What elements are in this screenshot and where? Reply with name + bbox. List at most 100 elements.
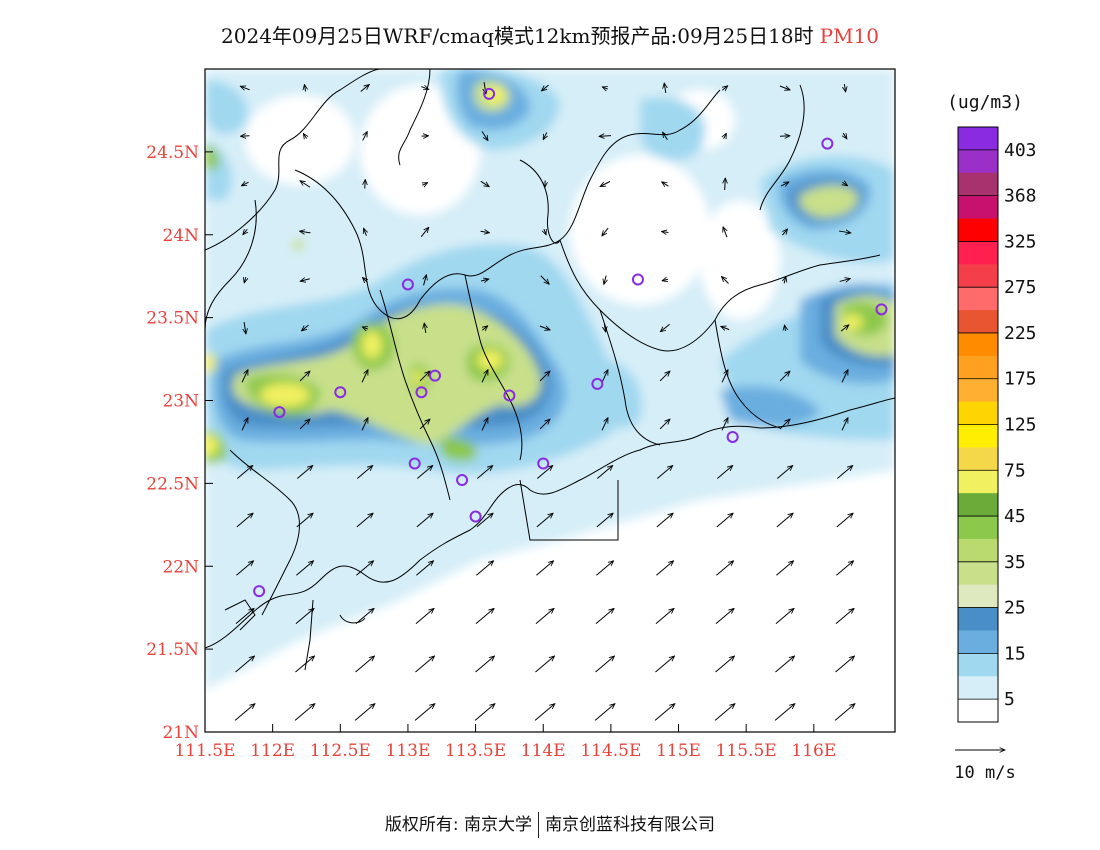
wind-arrow	[840, 325, 849, 332]
wind-arrow	[775, 608, 794, 624]
wind-reference-label: 10 m/s	[954, 763, 1015, 783]
station-marker	[875, 303, 888, 316]
wind-arrow	[836, 466, 852, 479]
wind-arrow	[415, 656, 435, 673]
wind-arrow	[363, 278, 368, 283]
wind-arrow	[844, 83, 845, 92]
wind-arrow	[295, 656, 315, 673]
wind-arrow	[241, 182, 249, 186]
pm10-field	[205, 69, 895, 732]
wind-arrow	[244, 276, 246, 283]
wind-arrow	[776, 466, 792, 479]
wind-arrow	[776, 561, 793, 576]
lon-tick-label: 115.5E	[716, 741, 777, 761]
wind-arrow	[839, 279, 851, 282]
wind-arrow	[474, 704, 495, 721]
wind-arrow	[303, 133, 306, 138]
legend-label: 403	[1004, 140, 1037, 161]
lon-tick-label: 113E	[386, 741, 431, 761]
lon-tick-label: 115E	[656, 741, 701, 761]
wind-arrow	[654, 704, 675, 721]
wind-arrow	[655, 608, 674, 624]
lat-tick-label: 22N	[162, 557, 199, 577]
wind-arrow	[542, 84, 549, 91]
legend-swatch	[958, 538, 998, 563]
wind-arrow	[604, 275, 606, 285]
wind-arrow	[655, 656, 675, 673]
wind-arrow	[421, 87, 428, 90]
lat-tick-label: 21N	[162, 723, 199, 743]
wind-arrow	[481, 418, 489, 431]
wind-arrow	[836, 513, 853, 528]
wind-arrow	[841, 418, 849, 431]
wind-vectors	[234, 81, 855, 721]
wind-arrow	[484, 81, 486, 94]
wind-arrow	[841, 370, 849, 383]
legend-swatch	[958, 378, 998, 403]
lat-tick-label: 24.5N	[146, 143, 199, 163]
wind-arrow	[835, 608, 854, 624]
map-title: 2024年09月25日WRF/cmaq模式12km预报产品:09月25日18时 P…	[0, 20, 1100, 49]
color-legend: 403 368 325 275 225 175 125 75 45 35 25 15 5	[957, 126, 1037, 723]
wind-arrow	[415, 608, 434, 624]
wind-arrow	[725, 178, 726, 191]
wind-arrow	[300, 279, 310, 282]
wind-arrow	[475, 656, 495, 673]
wind-arrow	[715, 608, 734, 624]
wind-arrow	[235, 608, 254, 624]
station-marker	[591, 377, 604, 390]
wind-arrow	[714, 704, 735, 721]
wind-arrow	[779, 136, 790, 137]
wind-arrow	[361, 370, 369, 383]
lon-tick-label: 112.5E	[310, 741, 371, 761]
wind-arrow	[596, 466, 612, 479]
wind-arrow	[300, 231, 311, 233]
legend-swatch	[958, 401, 998, 425]
legend-label: 25	[1004, 598, 1026, 619]
legend-swatch	[958, 424, 998, 448]
wind-arrow	[779, 419, 790, 430]
wind-arrow	[784, 277, 786, 284]
legend-label: 5	[1004, 689, 1015, 710]
wind-arrow	[354, 704, 375, 721]
wind-arrow	[543, 132, 547, 139]
legend-label: 45	[1004, 506, 1026, 527]
wind-arrow	[775, 656, 795, 673]
lon-tick-label: 112E	[250, 741, 295, 761]
latitude-ticks: 21N 21.5N 22N 22.5N 23N 23.5N 24N 24.5N	[146, 143, 213, 743]
wind-reference: 10 m/s	[954, 750, 1016, 783]
wind-arrow	[414, 704, 435, 721]
legend-label: 325	[1004, 231, 1037, 252]
wind-arrow	[424, 275, 427, 286]
wind-arrow	[660, 323, 670, 332]
station-marker	[273, 406, 286, 419]
wind-arrow	[240, 86, 250, 90]
legend-label: 125	[1004, 415, 1037, 436]
wind-arrow	[361, 418, 369, 431]
legend-label: 225	[1004, 323, 1037, 344]
wind-arrow	[663, 132, 668, 141]
legend-swatch	[958, 172, 998, 197]
title-main: 2024年09月25日WRF/cmaq模式12km预报产品:09月25日18时	[221, 24, 814, 48]
station-marker	[503, 389, 516, 402]
wind-arrow	[475, 608, 494, 624]
wind-arrow	[721, 418, 729, 431]
legend-swatch	[958, 310, 998, 334]
legend-label: 368	[1004, 186, 1037, 207]
lat-tick-label: 21.5N	[146, 640, 199, 660]
wind-arrow	[838, 231, 851, 233]
wind-arrow	[295, 608, 314, 624]
wind-arrow	[481, 131, 488, 140]
lat-tick-label: 22.5N	[146, 474, 199, 494]
wind-arrow	[234, 704, 255, 721]
wind-arrow	[656, 466, 672, 479]
legend-label: 275	[1004, 277, 1037, 298]
wind-arrow	[715, 656, 735, 673]
station-marker	[401, 278, 414, 291]
wind-arrow	[539, 326, 550, 330]
station-marker	[415, 386, 428, 399]
copyright-text-1: 版权所有: 南京大学	[384, 815, 533, 835]
wind-arrow	[662, 279, 669, 281]
wind-arrow	[241, 370, 249, 383]
station-marker	[334, 386, 347, 399]
